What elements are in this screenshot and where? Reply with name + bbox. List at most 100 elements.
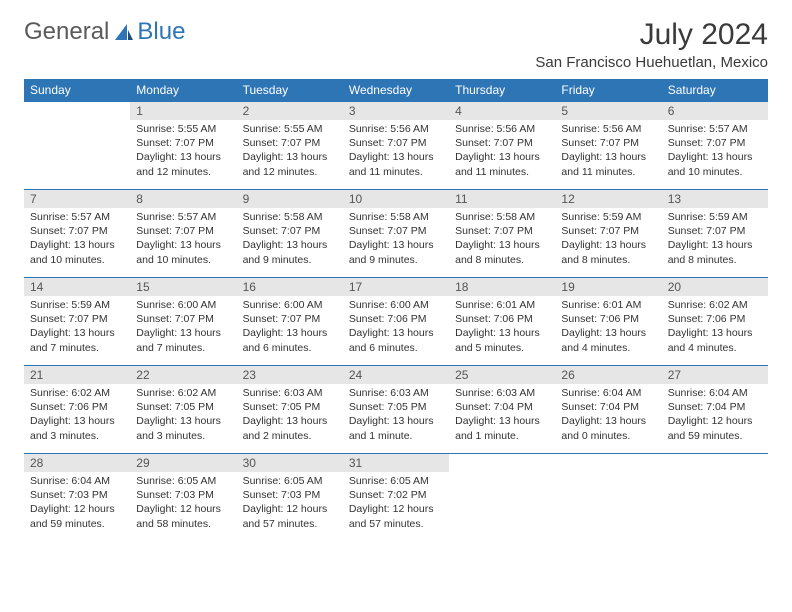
daylight-text: Daylight: 13 hours and 7 minutes. <box>136 326 230 354</box>
title-block: July 2024 San Francisco Huehuetlan, Mexi… <box>535 18 768 71</box>
sunset-text: Sunset: 7:02 PM <box>349 488 443 502</box>
calendar-day-cell: 4Sunrise: 5:56 AMSunset: 7:07 PMDaylight… <box>449 102 555 190</box>
sunset-text: Sunset: 7:07 PM <box>243 136 337 150</box>
day-data: Sunrise: 5:56 AMSunset: 7:07 PMDaylight:… <box>343 120 449 183</box>
sunset-text: Sunset: 7:03 PM <box>136 488 230 502</box>
day-number: 10 <box>343 190 449 208</box>
sunrise-text: Sunrise: 5:56 AM <box>349 122 443 136</box>
daylight-text: Daylight: 13 hours and 12 minutes. <box>136 150 230 178</box>
day-data: Sunrise: 5:59 AMSunset: 7:07 PMDaylight:… <box>662 208 768 271</box>
calendar-day-cell: 7Sunrise: 5:57 AMSunset: 7:07 PMDaylight… <box>24 190 130 278</box>
sunset-text: Sunset: 7:07 PM <box>136 312 230 326</box>
calendar-day-cell <box>24 102 130 190</box>
daylight-text: Daylight: 13 hours and 10 minutes. <box>668 150 762 178</box>
location: San Francisco Huehuetlan, Mexico <box>535 54 768 71</box>
calendar-day-cell: 21Sunrise: 6:02 AMSunset: 7:06 PMDayligh… <box>24 366 130 454</box>
day-data: Sunrise: 6:04 AMSunset: 7:04 PMDaylight:… <box>555 384 661 447</box>
daylight-text: Daylight: 13 hours and 12 minutes. <box>243 150 337 178</box>
day-number: 29 <box>130 454 236 472</box>
day-number: 2 <box>237 102 343 120</box>
sunset-text: Sunset: 7:06 PM <box>455 312 549 326</box>
day-number: 5 <box>555 102 661 120</box>
daylight-text: Daylight: 12 hours and 58 minutes. <box>136 502 230 530</box>
day-number: 9 <box>237 190 343 208</box>
sunrise-text: Sunrise: 6:00 AM <box>349 298 443 312</box>
logo: General Blue <box>24 18 185 46</box>
day-number: 25 <box>449 366 555 384</box>
sunset-text: Sunset: 7:07 PM <box>243 224 337 238</box>
calendar-week-row: 7Sunrise: 5:57 AMSunset: 7:07 PMDaylight… <box>24 190 768 278</box>
sunset-text: Sunset: 7:07 PM <box>30 312 124 326</box>
sunset-text: Sunset: 7:07 PM <box>455 224 549 238</box>
day-number: 28 <box>24 454 130 472</box>
calendar-week-row: 28Sunrise: 6:04 AMSunset: 7:03 PMDayligh… <box>24 454 768 542</box>
calendar-day-cell: 23Sunrise: 6:03 AMSunset: 7:05 PMDayligh… <box>237 366 343 454</box>
weekday-header: Sunday <box>24 79 130 102</box>
calendar-day-cell: 1Sunrise: 5:55 AMSunset: 7:07 PMDaylight… <box>130 102 236 190</box>
sunset-text: Sunset: 7:07 PM <box>455 136 549 150</box>
day-data: Sunrise: 5:55 AMSunset: 7:07 PMDaylight:… <box>237 120 343 183</box>
daylight-text: Daylight: 13 hours and 7 minutes. <box>30 326 124 354</box>
sunrise-text: Sunrise: 5:58 AM <box>349 210 443 224</box>
daylight-text: Daylight: 13 hours and 11 minutes. <box>349 150 443 178</box>
calendar-day-cell: 28Sunrise: 6:04 AMSunset: 7:03 PMDayligh… <box>24 454 130 542</box>
day-number: 7 <box>24 190 130 208</box>
day-number: 17 <box>343 278 449 296</box>
day-number: 3 <box>343 102 449 120</box>
daylight-text: Daylight: 13 hours and 9 minutes. <box>243 238 337 266</box>
sunrise-text: Sunrise: 5:59 AM <box>668 210 762 224</box>
day-data: Sunrise: 6:04 AMSunset: 7:03 PMDaylight:… <box>24 472 130 535</box>
daylight-text: Daylight: 12 hours and 57 minutes. <box>243 502 337 530</box>
calendar-day-cell: 24Sunrise: 6:03 AMSunset: 7:05 PMDayligh… <box>343 366 449 454</box>
sunset-text: Sunset: 7:04 PM <box>455 400 549 414</box>
sunset-text: Sunset: 7:07 PM <box>349 136 443 150</box>
daylight-text: Daylight: 13 hours and 4 minutes. <box>668 326 762 354</box>
sunrise-text: Sunrise: 5:57 AM <box>668 122 762 136</box>
calendar-day-cell: 29Sunrise: 6:05 AMSunset: 7:03 PMDayligh… <box>130 454 236 542</box>
daylight-text: Daylight: 13 hours and 0 minutes. <box>561 414 655 442</box>
daylight-text: Daylight: 12 hours and 59 minutes. <box>30 502 124 530</box>
daylight-text: Daylight: 12 hours and 59 minutes. <box>668 414 762 442</box>
calendar-week-row: 14Sunrise: 5:59 AMSunset: 7:07 PMDayligh… <box>24 278 768 366</box>
sunrise-text: Sunrise: 6:03 AM <box>455 386 549 400</box>
calendar-day-cell <box>662 454 768 542</box>
sunset-text: Sunset: 7:05 PM <box>136 400 230 414</box>
day-number: 15 <box>130 278 236 296</box>
month-title: July 2024 <box>535 18 768 52</box>
calendar-day-cell: 18Sunrise: 6:01 AMSunset: 7:06 PMDayligh… <box>449 278 555 366</box>
day-number: 16 <box>237 278 343 296</box>
day-number: 12 <box>555 190 661 208</box>
day-data: Sunrise: 5:57 AMSunset: 7:07 PMDaylight:… <box>662 120 768 183</box>
sunset-text: Sunset: 7:07 PM <box>30 224 124 238</box>
daylight-text: Daylight: 13 hours and 6 minutes. <box>349 326 443 354</box>
sunrise-text: Sunrise: 5:56 AM <box>561 122 655 136</box>
day-number: 24 <box>343 366 449 384</box>
calendar-day-cell <box>555 454 661 542</box>
daylight-text: Daylight: 13 hours and 8 minutes. <box>455 238 549 266</box>
sunset-text: Sunset: 7:07 PM <box>668 224 762 238</box>
day-data: Sunrise: 5:56 AMSunset: 7:07 PMDaylight:… <box>449 120 555 183</box>
day-data: Sunrise: 6:01 AMSunset: 7:06 PMDaylight:… <box>555 296 661 359</box>
day-number: 20 <box>662 278 768 296</box>
day-data: Sunrise: 6:00 AMSunset: 7:07 PMDaylight:… <box>237 296 343 359</box>
day-number: 1 <box>130 102 236 120</box>
day-data: Sunrise: 5:58 AMSunset: 7:07 PMDaylight:… <box>449 208 555 271</box>
sunrise-text: Sunrise: 6:00 AM <box>136 298 230 312</box>
day-number <box>24 102 130 106</box>
calendar-table: Sunday Monday Tuesday Wednesday Thursday… <box>24 79 768 542</box>
day-data: Sunrise: 5:55 AMSunset: 7:07 PMDaylight:… <box>130 120 236 183</box>
daylight-text: Daylight: 13 hours and 11 minutes. <box>455 150 549 178</box>
logo-text-blue: Blue <box>137 18 185 46</box>
weekday-header: Saturday <box>662 79 768 102</box>
daylight-text: Daylight: 13 hours and 1 minute. <box>455 414 549 442</box>
day-number: 30 <box>237 454 343 472</box>
sunset-text: Sunset: 7:07 PM <box>668 136 762 150</box>
day-number <box>555 454 661 458</box>
header: General Blue July 2024 San Francisco Hue… <box>24 18 768 71</box>
sunrise-text: Sunrise: 5:56 AM <box>455 122 549 136</box>
sunrise-text: Sunrise: 5:59 AM <box>30 298 124 312</box>
day-number: 22 <box>130 366 236 384</box>
daylight-text: Daylight: 13 hours and 8 minutes. <box>668 238 762 266</box>
sunset-text: Sunset: 7:07 PM <box>243 312 337 326</box>
weekday-header: Tuesday <box>237 79 343 102</box>
